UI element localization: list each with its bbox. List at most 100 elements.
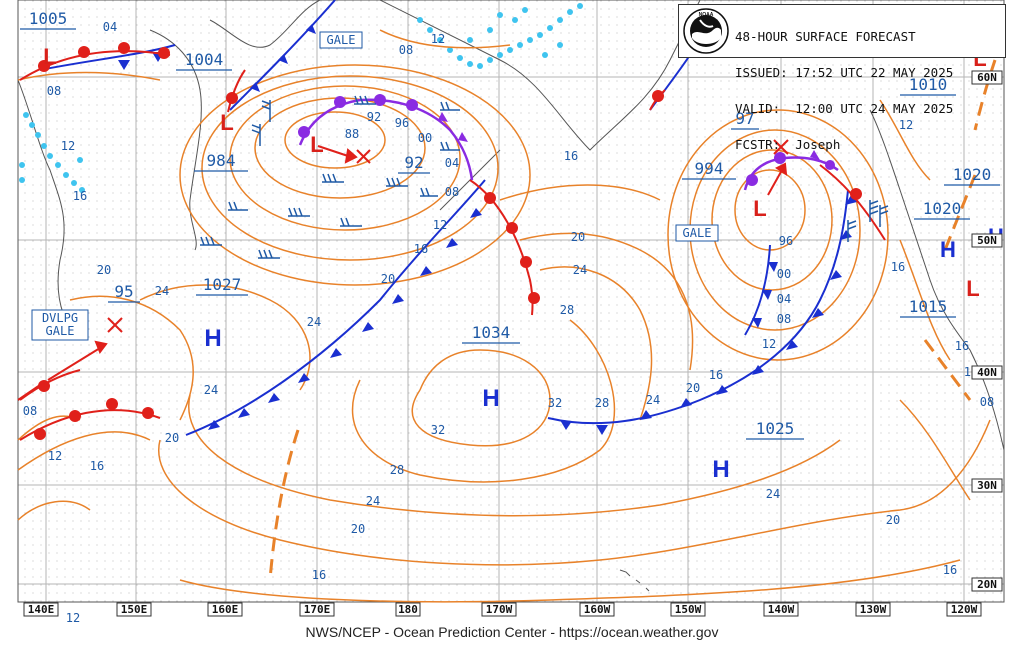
lat-label: 20N bbox=[977, 578, 997, 591]
isobar-label: 24 bbox=[646, 393, 660, 407]
high-center-1025: H bbox=[712, 456, 729, 483]
lon-label: 150W bbox=[675, 603, 702, 616]
center-value-1025: 1025 bbox=[756, 419, 795, 438]
center-value-95: 95 bbox=[114, 282, 133, 301]
isobar-label: 92 bbox=[367, 110, 381, 124]
high-center-1027: H bbox=[204, 325, 221, 352]
lon-label: 160W bbox=[584, 603, 611, 616]
lat-label: 60N bbox=[977, 71, 997, 84]
isobar-label: 24 bbox=[366, 494, 380, 508]
isobar-label: 20 bbox=[165, 431, 179, 445]
low-center-994: L bbox=[753, 196, 766, 221]
storm-tracks bbox=[17, 139, 789, 401]
dvlpg-label: DVLPG bbox=[42, 311, 78, 325]
isobar-label: 24 bbox=[204, 383, 218, 397]
isobar-label: 00 bbox=[777, 267, 791, 281]
lon-label: 130W bbox=[860, 603, 887, 616]
noaa-logo: NOAA bbox=[683, 8, 729, 54]
lon-label: 170W bbox=[486, 603, 513, 616]
sea-ice-edge bbox=[19, 3, 583, 193]
isobar-label: 20 bbox=[351, 522, 365, 536]
isobar-label: 16 bbox=[90, 459, 104, 473]
gale-label-1: GALE bbox=[327, 33, 356, 47]
isobar-label: 16 bbox=[564, 149, 578, 163]
isobar-label: 08 bbox=[47, 84, 61, 98]
isobar-label: 08 bbox=[445, 185, 459, 199]
isobar-label: 12 bbox=[762, 337, 776, 351]
low-center-984: L bbox=[220, 110, 233, 135]
isobar-label: 12 bbox=[433, 218, 447, 232]
isobar-label: 08 bbox=[777, 312, 791, 326]
isobar-label: 04 bbox=[445, 156, 459, 170]
trough-e2 bbox=[943, 174, 977, 251]
isobar-24c bbox=[139, 284, 311, 391]
isobar-label: 20 bbox=[686, 381, 700, 395]
center-value-984: 984 bbox=[207, 151, 236, 170]
lon-label: 140E bbox=[28, 603, 55, 616]
isobars bbox=[17, 29, 991, 603]
occluded-front-w bbox=[298, 98, 474, 181]
troughs bbox=[268, 59, 997, 581]
warning-labels: GALE GALE DVLPG GALE bbox=[31, 31, 719, 341]
isobar-16 bbox=[17, 431, 961, 603]
lat-label: 50N bbox=[977, 234, 997, 247]
trough-west bbox=[268, 429, 300, 581]
gale-box-1 bbox=[319, 31, 363, 49]
center-value-1004: 1004 bbox=[185, 50, 224, 69]
isobar-low-00 bbox=[201, 75, 499, 261]
center-value-1010: 1010 bbox=[909, 75, 948, 94]
forecast-header: NOAA 48-HOUR SURFACE FORECAST ISSUED: 17… bbox=[678, 4, 1006, 151]
dvlpg-gale-box bbox=[31, 309, 89, 341]
isobar-08a bbox=[17, 71, 161, 81]
center-value-1005: 1005 bbox=[29, 9, 68, 28]
cold-front-main bbox=[185, 179, 486, 436]
gale-label-2: GALE bbox=[683, 226, 712, 240]
isobar-label: 88 bbox=[345, 127, 359, 141]
isobar-label: 12 bbox=[48, 449, 62, 463]
coastlines bbox=[17, 0, 1005, 592]
pressure-center-labels: 1027 1034 1025 1020 984 92 994 97 1004 1… bbox=[29, 9, 962, 438]
isobar-label: 08 bbox=[23, 404, 37, 418]
cold-front-main-teeth bbox=[208, 208, 482, 430]
isobar-label: 24 bbox=[155, 284, 169, 298]
trough-ne bbox=[973, 59, 997, 131]
isobar-label: 96 bbox=[395, 116, 409, 130]
lat-label: 30N bbox=[977, 479, 997, 492]
footer-credit: NWS/NCEP - Ocean Prediction Center - htt… bbox=[305, 624, 719, 640]
isobar-label: 00 bbox=[418, 131, 432, 145]
isobar-32 bbox=[411, 349, 551, 447]
isobar-label: 20 bbox=[97, 263, 111, 277]
lon-label: 160E bbox=[212, 603, 239, 616]
center-value-1027: 1027 bbox=[203, 275, 242, 294]
low-center-992: L bbox=[310, 132, 323, 157]
forecast-title: 48-HOUR SURFACE FORECAST bbox=[735, 29, 916, 44]
isobar-label: 24 bbox=[307, 315, 321, 329]
wind-barbs bbox=[200, 95, 889, 259]
low-center-1015: L bbox=[966, 276, 979, 301]
center-value-994: 994 bbox=[695, 159, 724, 178]
isobar-12a bbox=[379, 29, 511, 49]
isobar-label: 08 bbox=[980, 395, 994, 409]
lon-label: 150E bbox=[121, 603, 148, 616]
isobar-label: 28 bbox=[560, 303, 574, 317]
isobar-label: 16 bbox=[414, 242, 428, 256]
center-value-1020: 1020 bbox=[923, 199, 962, 218]
center-value-97: 97 bbox=[735, 109, 754, 128]
pressure-label-underlines bbox=[20, 28, 1000, 440]
isobar-low-06 bbox=[667, 109, 889, 361]
gale-box-2 bbox=[675, 224, 719, 242]
isobar-16b bbox=[499, 184, 661, 201]
center-value-92: 92 bbox=[404, 153, 423, 172]
trough-east bbox=[923, 339, 972, 401]
isobar-24b bbox=[539, 266, 653, 421]
isobar-low-88 bbox=[284, 111, 386, 169]
isobar-16c bbox=[899, 239, 951, 361]
high-center-1020: H bbox=[940, 237, 956, 262]
isobar-label: 12 bbox=[431, 32, 445, 46]
fronts bbox=[19, 0, 886, 441]
isobar-24 bbox=[188, 394, 841, 517]
isobar-label: 28 bbox=[390, 463, 404, 477]
isobar-label: 20 bbox=[886, 513, 900, 527]
low-center-1005: L bbox=[43, 44, 56, 69]
isobar-label: 28 bbox=[595, 396, 609, 410]
